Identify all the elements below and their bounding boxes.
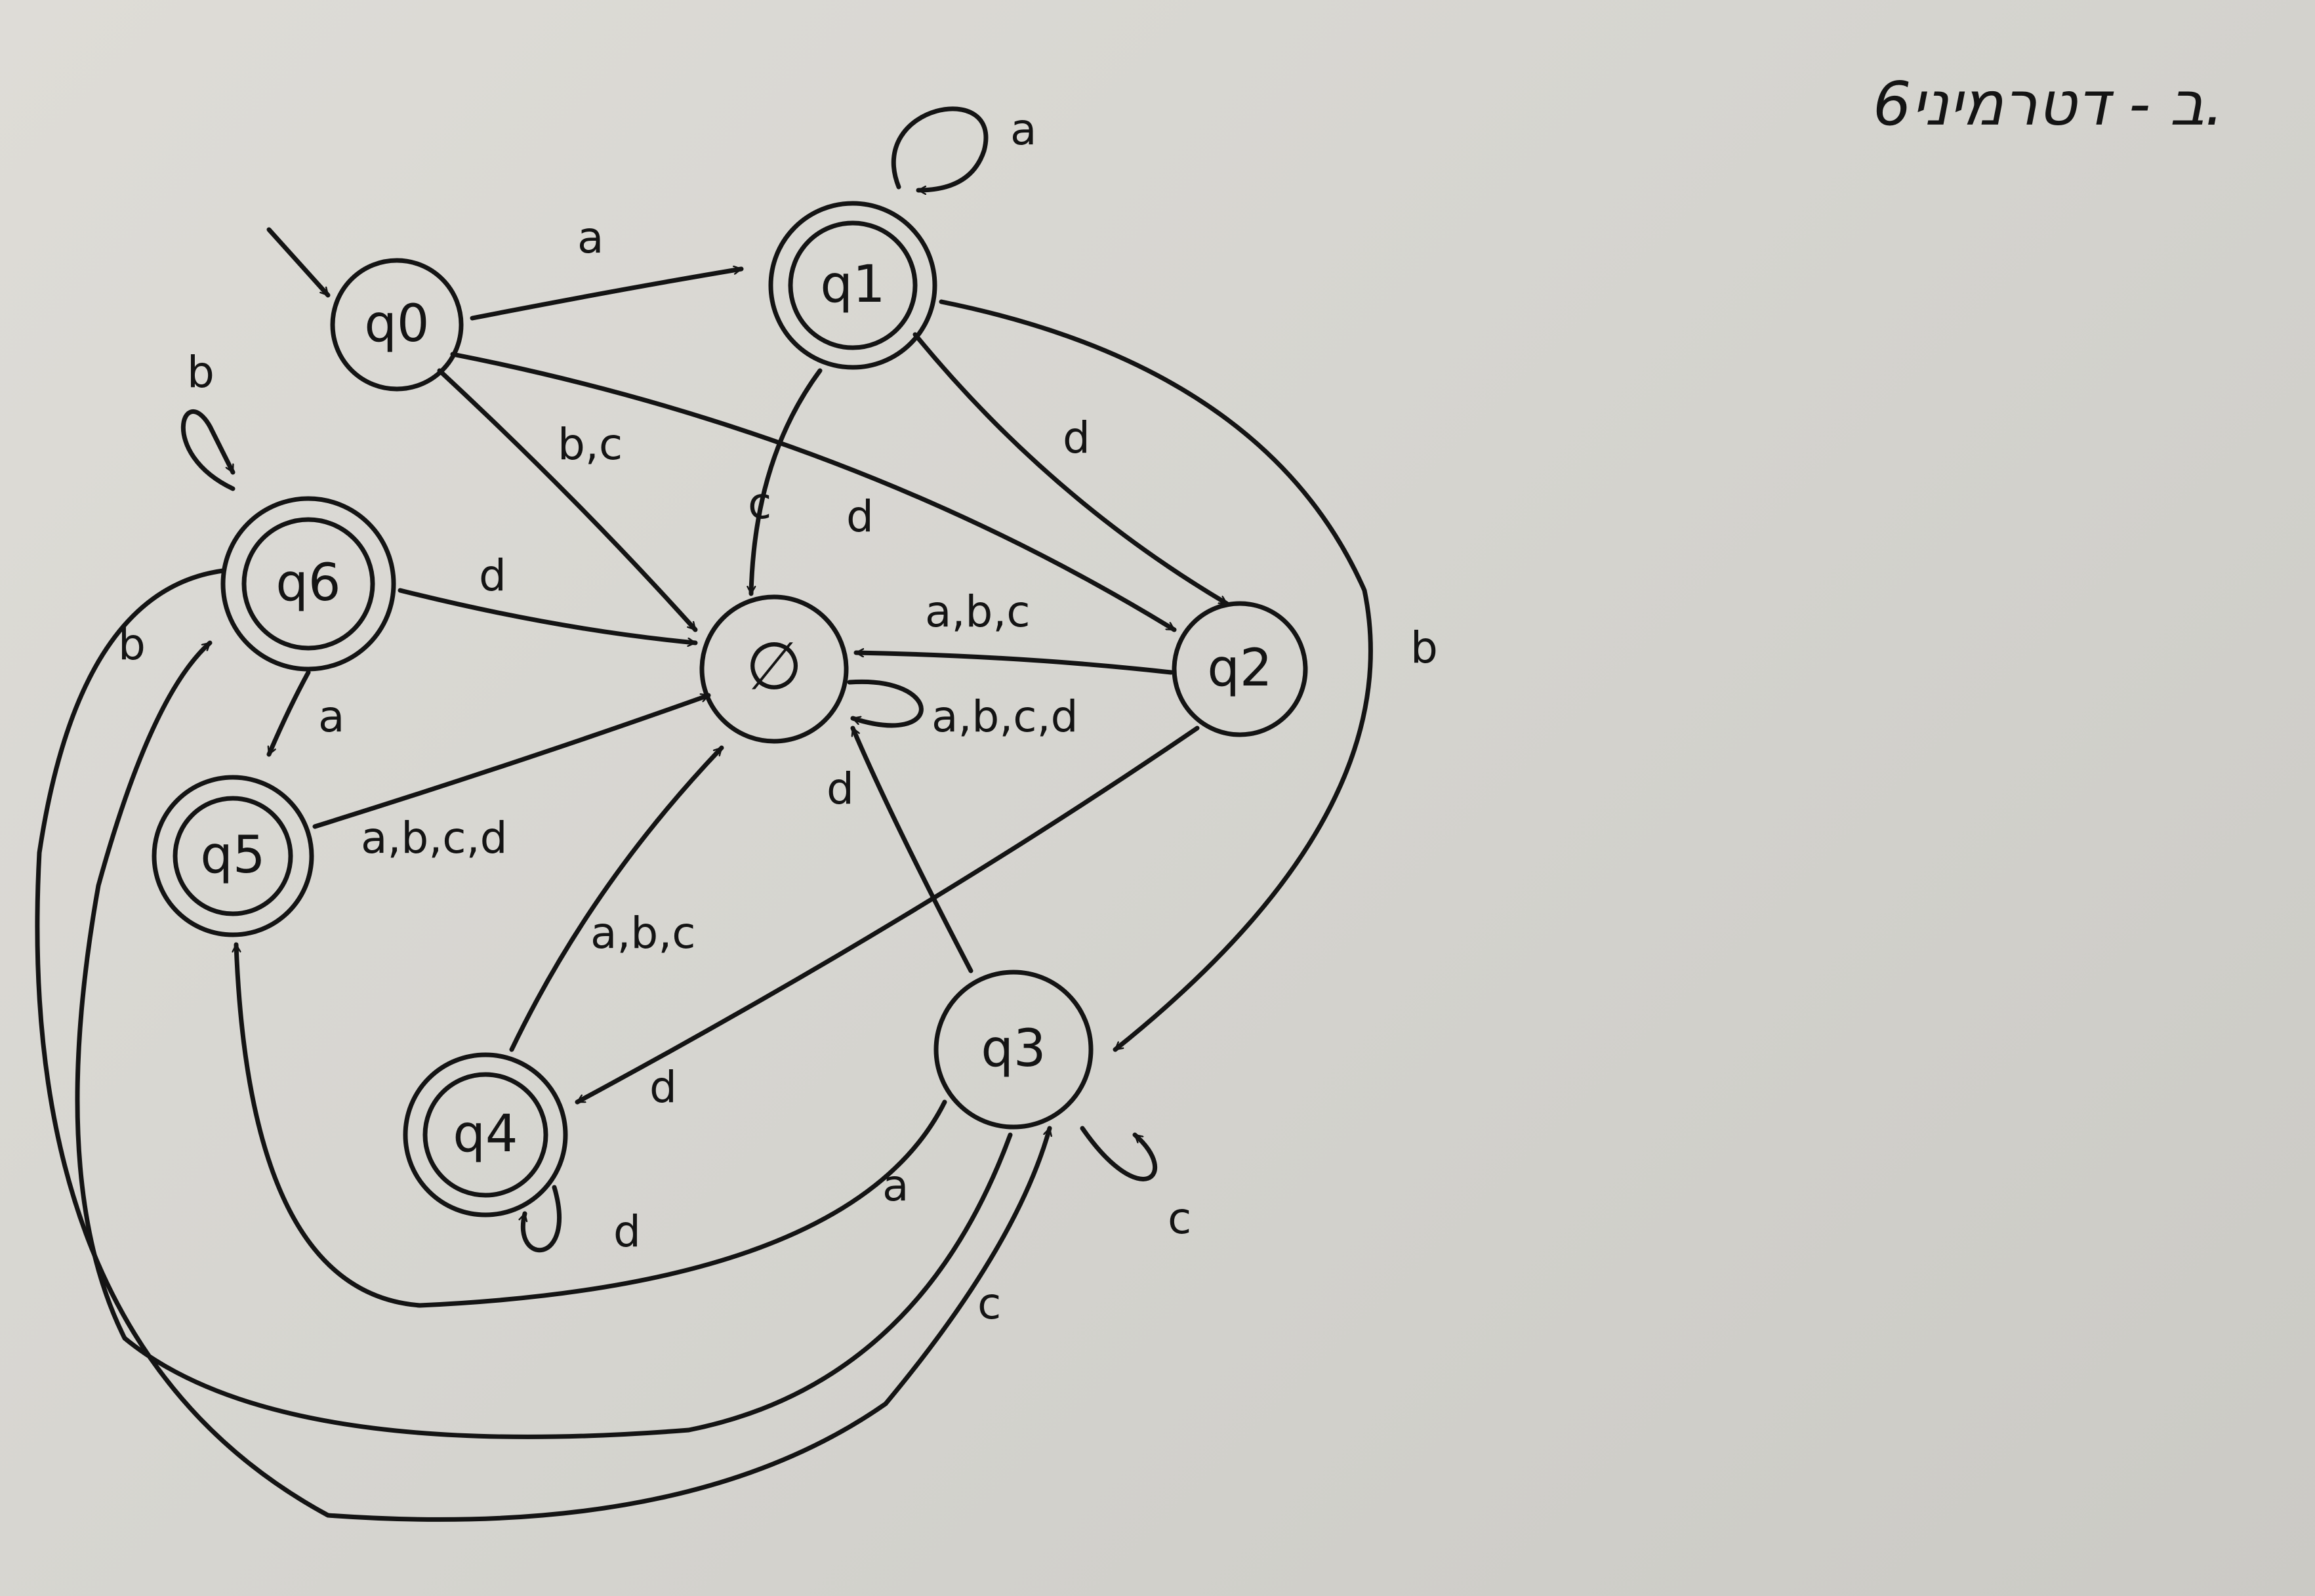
edge-label-q1-q3: b <box>1410 623 1438 673</box>
state-label-q2: q2 <box>1207 639 1272 698</box>
edge-label-q6-q5: a <box>318 691 344 742</box>
state-q0: q0 <box>330 258 464 392</box>
state-label-q3: q3 <box>981 1019 1046 1078</box>
edge-label-q5-empty: a,b,c,d <box>361 813 507 863</box>
edge-q4-empty <box>509 745 724 1052</box>
state-label-q1: q1 <box>820 255 885 314</box>
state-empty: ∅ <box>699 594 849 744</box>
edge-label-q6-q3: c <box>977 1279 1001 1329</box>
state-q1: q1 <box>768 201 937 370</box>
edge-q3-empty <box>850 726 973 973</box>
state-q2: q2 <box>1172 601 1308 737</box>
edge-q6-q5 <box>266 670 311 757</box>
edge-label-q1-empty: c <box>748 478 771 529</box>
edge-label-empty-self: a,b,c,d <box>932 691 1078 742</box>
edge-label-q0-q1: a <box>577 213 604 263</box>
edge-q1-q3 <box>939 299 1373 1052</box>
state-q3: q3 <box>933 970 1094 1130</box>
edge-q4-self <box>523 1185 562 1253</box>
edge-q2-empty <box>853 653 1174 675</box>
edge-q1-q2 <box>912 332 1229 606</box>
edge-q3-q5 <box>236 942 947 1308</box>
edge-q3-q6 <box>75 640 1013 1439</box>
edge-label-q3-self: c <box>1168 1193 1191 1244</box>
edge-label-q3-q6: b <box>118 619 146 670</box>
edge-label-q3-q5: a <box>882 1160 909 1211</box>
edge-label-q1-self: a <box>1010 104 1036 155</box>
state-label-q5: q5 <box>200 826 265 885</box>
title-note: 6ב - דטרמיני. <box>1873 69 2224 139</box>
edge-label-q2-empty: a,b,c <box>925 586 1031 637</box>
edges-group <box>35 106 1373 1522</box>
edge-label-q3-empty: d <box>827 764 854 814</box>
edge-labels-group: a b,c d a c d b a,b,c d a,b,c,d d c a a,… <box>118 104 1438 1329</box>
state-label-q6: q6 <box>276 554 340 613</box>
edge-label-q2-q4: d <box>649 1062 677 1113</box>
edge-q6-empty <box>398 588 698 643</box>
edge-empty-self <box>847 679 924 728</box>
edge-q0-empty <box>437 368 698 632</box>
edge-label-q0-empty: b,c <box>558 419 623 470</box>
edge-label-q4-empty: a,b,c <box>590 908 696 958</box>
edge-q3-self <box>1080 1126 1158 1181</box>
edge-q6-q3 <box>35 568 1050 1522</box>
edge-q6-self <box>180 409 236 491</box>
edge-q2-q4 <box>575 726 1200 1105</box>
state-q5: q5 <box>152 775 314 937</box>
edge-q0-q2 <box>450 352 1177 632</box>
state-label-q4: q4 <box>453 1105 518 1164</box>
state-label-q0: q0 <box>364 295 429 354</box>
initial-arrow <box>266 227 331 298</box>
edge-q1-empty <box>751 368 823 596</box>
state-q6: q6 <box>220 496 396 672</box>
edge-label-q0-q2: d <box>846 491 874 542</box>
edge-label-q6-self: b <box>187 347 215 398</box>
edge-q0-q1 <box>470 269 744 321</box>
edge-q5-empty <box>312 693 711 829</box>
edge-q1-self <box>891 106 989 190</box>
nodes-group: q0 q1 q2 q3 q4 q5 q6 <box>152 201 1308 1217</box>
edge-label-q1-q2: d <box>1063 413 1090 463</box>
edge-label-q6-empty: d <box>479 550 506 601</box>
state-label-empty: ∅ <box>745 628 802 705</box>
edge-label-q4-self: d <box>613 1206 641 1257</box>
state-q4: q4 <box>403 1052 568 1217</box>
